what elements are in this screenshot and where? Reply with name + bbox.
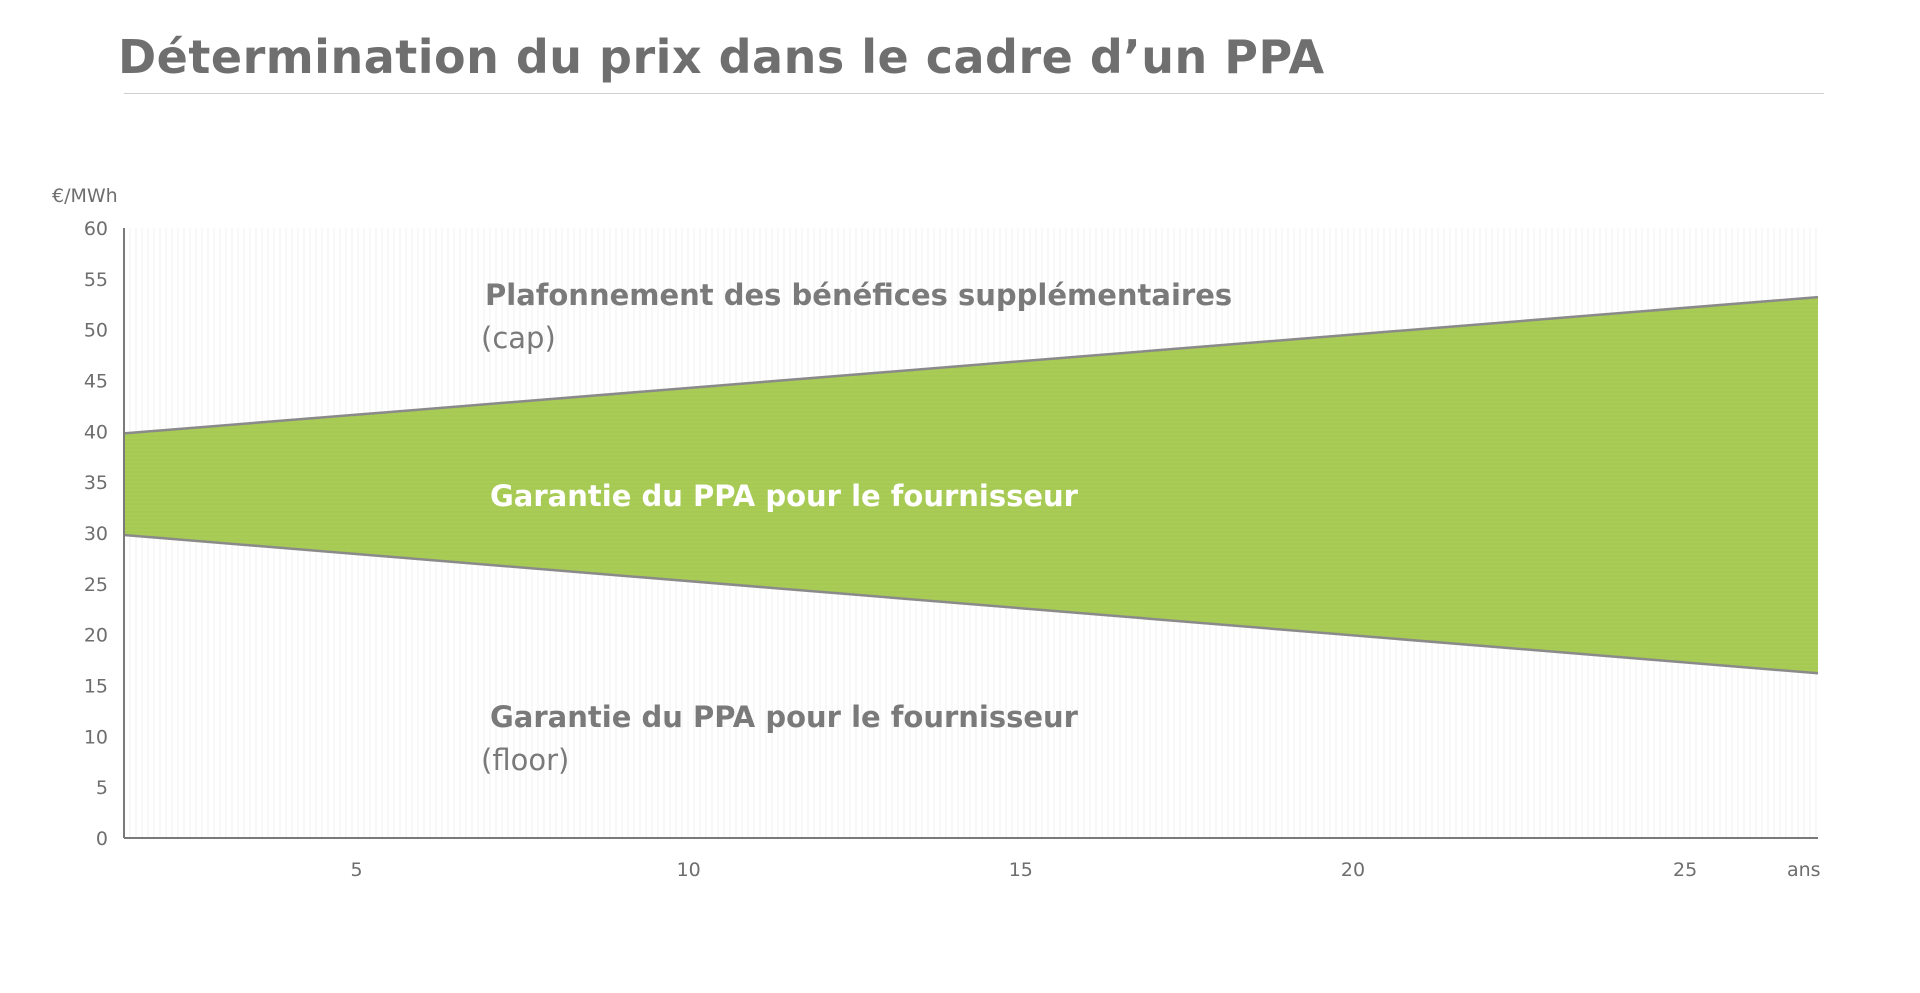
cap-annotation-title: Plafonnement des bénéfices supplémentair…	[485, 278, 1232, 312]
y-tick-label: 30	[84, 523, 108, 545]
floor-line	[123, 533, 1819, 675]
y-tick-label: 50	[84, 320, 108, 342]
band-fill	[124, 297, 1818, 674]
y-tick-label: 55	[84, 269, 108, 291]
y-tick-label: 40	[84, 421, 108, 443]
x-tick-label: 5	[350, 859, 362, 881]
y-tick-label: 25	[84, 574, 108, 596]
y-tick-label: 0	[96, 828, 108, 850]
cap-annotation-sub: (cap)	[481, 321, 556, 355]
y-tick-label: 10	[84, 726, 108, 748]
floor-annotation-sub: (floor)	[481, 743, 569, 777]
tick-labels: 0 5 10 15 20 25 30 35 40 45 50 55 60 5 10 15 20 25	[84, 218, 1697, 881]
y-tick-label: 15	[84, 676, 108, 698]
y-axis-unit-label: €/MWh	[52, 185, 118, 207]
x-tick-label: 15	[1009, 859, 1033, 881]
band-annotation: Garantie du PPA pour le fournisseur	[490, 479, 1079, 513]
page-title: Détermination du prix dans le cadre d’un…	[118, 30, 1325, 84]
x-tick-label: 10	[677, 859, 701, 881]
y-tick-label: 20	[84, 625, 108, 647]
x-tick-label: 25	[1673, 859, 1697, 881]
title-divider	[124, 93, 1824, 94]
y-tick-label: 45	[84, 371, 108, 393]
y-tick-label: 60	[84, 218, 108, 240]
x-tick-label: 20	[1341, 859, 1365, 881]
axes	[123, 228, 1818, 839]
x-axis-unit-label: ans	[1787, 859, 1821, 881]
y-tick-label: 35	[84, 472, 108, 494]
y-tick-label: 5	[96, 777, 108, 799]
floor-annotation-title: Garantie du PPA pour le fournisseur	[490, 700, 1079, 734]
cap-line	[123, 295, 1819, 435]
